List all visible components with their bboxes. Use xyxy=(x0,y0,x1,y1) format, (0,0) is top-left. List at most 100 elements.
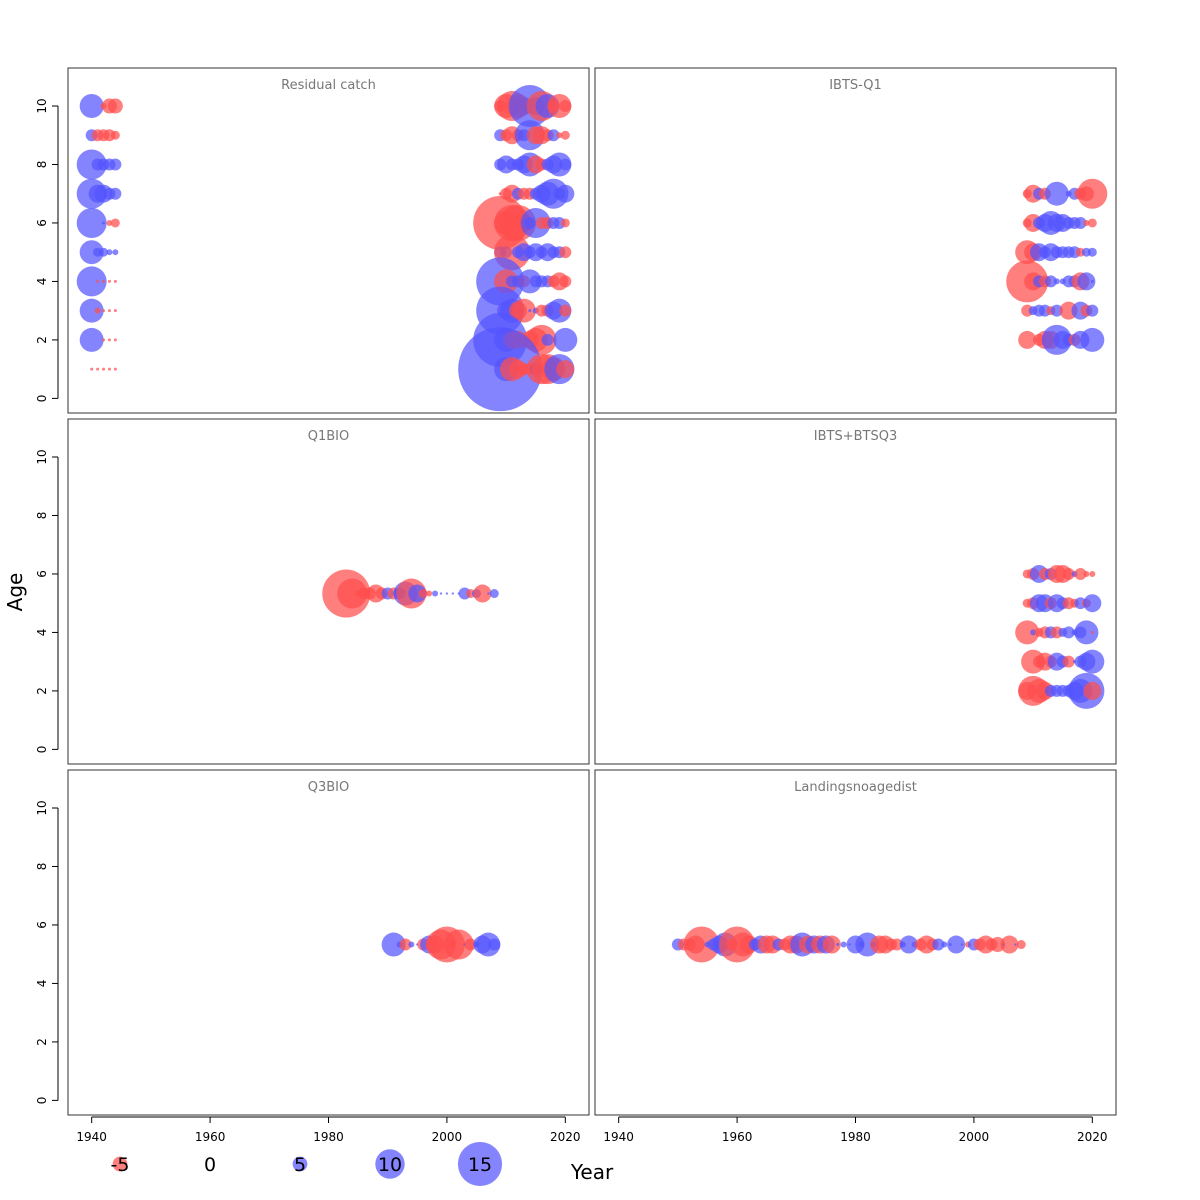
legend-item: 10 xyxy=(375,1149,405,1179)
bubble xyxy=(1062,655,1075,668)
bubble xyxy=(822,935,841,954)
x-tick-label: 2020 xyxy=(1077,1130,1108,1144)
x-tick-label: 1940 xyxy=(76,1130,107,1144)
bubble xyxy=(556,360,575,379)
bubble xyxy=(1053,278,1060,285)
bubble xyxy=(941,941,948,948)
legend: -5 0 5 10 15 xyxy=(111,1141,503,1187)
bubble xyxy=(836,943,840,947)
bubble xyxy=(337,578,368,609)
bubble xyxy=(445,592,449,595)
bubble xyxy=(1083,219,1090,226)
bubble xyxy=(1044,275,1057,288)
bubble xyxy=(439,592,443,595)
legend-label: 10 xyxy=(378,1154,402,1176)
legend-label: 15 xyxy=(468,1154,492,1176)
y-tick-label: 8 xyxy=(35,161,49,169)
legend-bubble xyxy=(457,1141,503,1187)
bubble xyxy=(110,130,120,140)
panel-1: Residual catch xyxy=(67,67,590,414)
bubble xyxy=(960,943,964,946)
bubble xyxy=(1087,247,1097,257)
y-tick-label: 4 xyxy=(35,278,49,286)
bubble xyxy=(1074,620,1099,645)
bubble xyxy=(1083,681,1102,700)
panel-title: Landingsnoagedist xyxy=(794,780,917,795)
bubble xyxy=(1000,935,1019,954)
bubble xyxy=(1087,218,1097,228)
bubble xyxy=(464,938,477,951)
bubble xyxy=(556,132,563,139)
x-axis-col-1: 1940 1960 1980 2000 2020 xyxy=(76,1116,581,1144)
bubble xyxy=(110,218,120,228)
bubble xyxy=(113,367,117,371)
bubble xyxy=(899,935,918,954)
bubble xyxy=(559,275,572,288)
bubble xyxy=(1018,330,1037,349)
bubble xyxy=(113,338,117,342)
y-tick-label: 0 xyxy=(35,746,49,754)
legend-label: -5 xyxy=(111,1154,130,1176)
bubble xyxy=(556,184,575,203)
bubble xyxy=(1014,943,1017,946)
bubble xyxy=(96,367,100,371)
bubble xyxy=(1090,630,1094,634)
bubble xyxy=(487,592,490,595)
x-tick-label: 2000 xyxy=(959,1130,990,1144)
bubble xyxy=(79,298,104,323)
bubble xyxy=(1050,304,1063,317)
bubble xyxy=(840,941,847,948)
y-tick-label: 0 xyxy=(35,1097,49,1105)
y-tick-label: 10 xyxy=(35,449,49,464)
bubble xyxy=(528,309,532,313)
bubble xyxy=(559,158,572,171)
bubble xyxy=(488,938,501,951)
bubble xyxy=(107,279,111,283)
bubble xyxy=(541,333,554,346)
y-tick-label: 6 xyxy=(35,921,49,929)
y-axis-row-3: 0 2 4 6 8 10 xyxy=(35,800,59,1105)
panel-title: Residual catch xyxy=(281,78,376,93)
bubble xyxy=(113,279,117,283)
y-tick-label: 2 xyxy=(35,687,49,695)
y-tick-label: 4 xyxy=(35,629,49,637)
x-tick-label: 1980 xyxy=(840,1130,871,1144)
bubble xyxy=(932,938,945,951)
x-axis-col-2: 1940 1960 1980 2000 2020 xyxy=(603,1116,1108,1144)
panel-title: IBTS-Q1 xyxy=(829,78,882,93)
y-tick-label: 2 xyxy=(35,336,49,344)
bubble xyxy=(112,249,119,256)
panels: Residual catch IBTS-Q1 Q1BIO IBTS+BTSQ3 Q3BI… xyxy=(67,67,1117,1116)
panel-6: Landingsnoagedist xyxy=(594,769,1117,1116)
bubble xyxy=(94,307,101,314)
bubble xyxy=(79,240,104,265)
bubble xyxy=(547,129,560,142)
bubble xyxy=(1016,940,1026,950)
panel-title: Q1BIO xyxy=(308,429,350,444)
y-axis-row-2: 0 2 4 6 8 10 xyxy=(35,449,59,754)
bubble xyxy=(1044,181,1069,206)
bubble xyxy=(489,589,499,599)
legend-bubble xyxy=(375,1149,405,1179)
x-axis-title: Year xyxy=(570,1160,614,1184)
bubble xyxy=(947,935,966,954)
bubble xyxy=(96,279,100,283)
bubble xyxy=(109,187,122,200)
legend-label: 0 xyxy=(204,1154,216,1176)
bubble xyxy=(1083,570,1090,577)
bubble xyxy=(399,938,412,951)
bubble xyxy=(381,932,406,957)
panel-frame xyxy=(67,418,590,765)
bubble xyxy=(107,98,123,114)
bubble xyxy=(109,158,122,171)
x-tick-label: 1960 xyxy=(722,1130,753,1144)
y-tick-label: 8 xyxy=(35,863,49,871)
bubble xyxy=(107,338,111,342)
bubble xyxy=(511,298,536,323)
panel-2: IBTS-Q1 xyxy=(594,67,1117,414)
bubble xyxy=(79,327,104,352)
y-tick-label: 6 xyxy=(35,219,49,227)
bubble xyxy=(559,100,572,113)
bubble xyxy=(451,592,455,595)
